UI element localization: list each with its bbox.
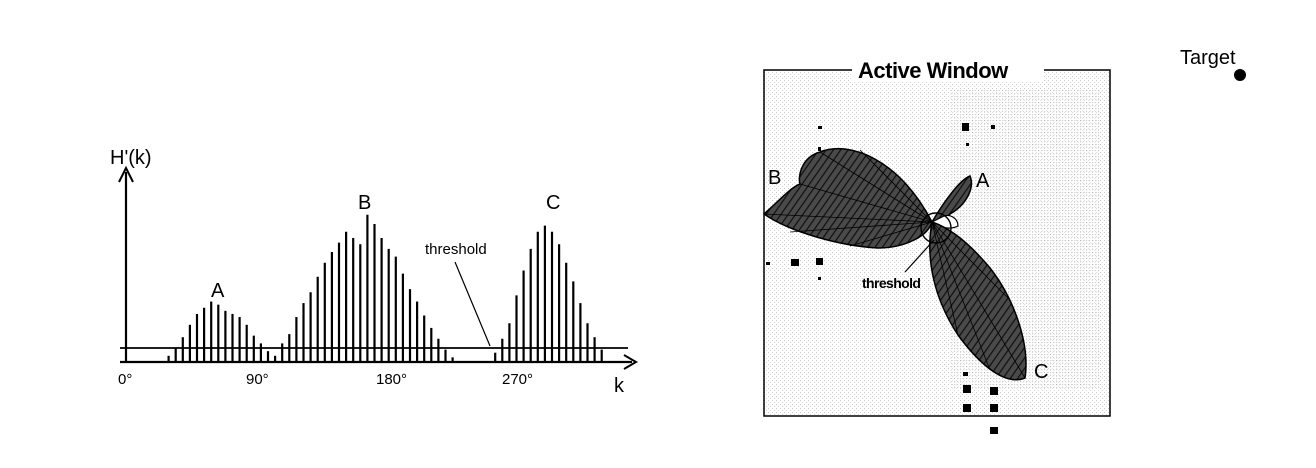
polar-histogram-chart: H'(k) k 0° 90° 180° 270° threshold A B C [110,147,638,397]
threshold-pointer [454,261,491,347]
lobe-label-c: C [1034,361,1048,383]
x-tick-label-270: 270° [502,371,533,388]
peak-label-b: B [358,192,371,214]
y-axis-label: H'(k) [110,147,152,169]
y-axis-arrow-icon [118,165,134,183]
x-axis-label: k [614,375,625,397]
peak-label-a: A [211,280,225,302]
x-axis-arrow-icon [623,354,638,370]
x-tick-label-180: 180° [376,371,407,388]
active-window-diagram: Active Window Target [762,47,1246,434]
window-title: Active Window [858,58,1009,83]
threshold-label: threshold [425,241,487,258]
peak-label-c: C [546,192,560,214]
threshold-pointer-window [904,239,935,273]
window-threshold-label: threshold [862,275,920,291]
lobe-label-b: B [768,167,781,189]
histogram-bars [167,214,603,362]
x-tick-label-90: 90° [246,371,269,388]
obstacle-cells [766,123,998,434]
threshold-circle [920,212,952,244]
window-title-background [852,58,1044,82]
polar-lobe-c [929,221,1027,381]
target-icon [1234,69,1246,81]
polar-lobe-b [762,148,933,249]
lobe-label-a: A [976,170,990,192]
target-label: Target [1180,47,1236,69]
x-tick-label-0: 0° [118,371,132,388]
